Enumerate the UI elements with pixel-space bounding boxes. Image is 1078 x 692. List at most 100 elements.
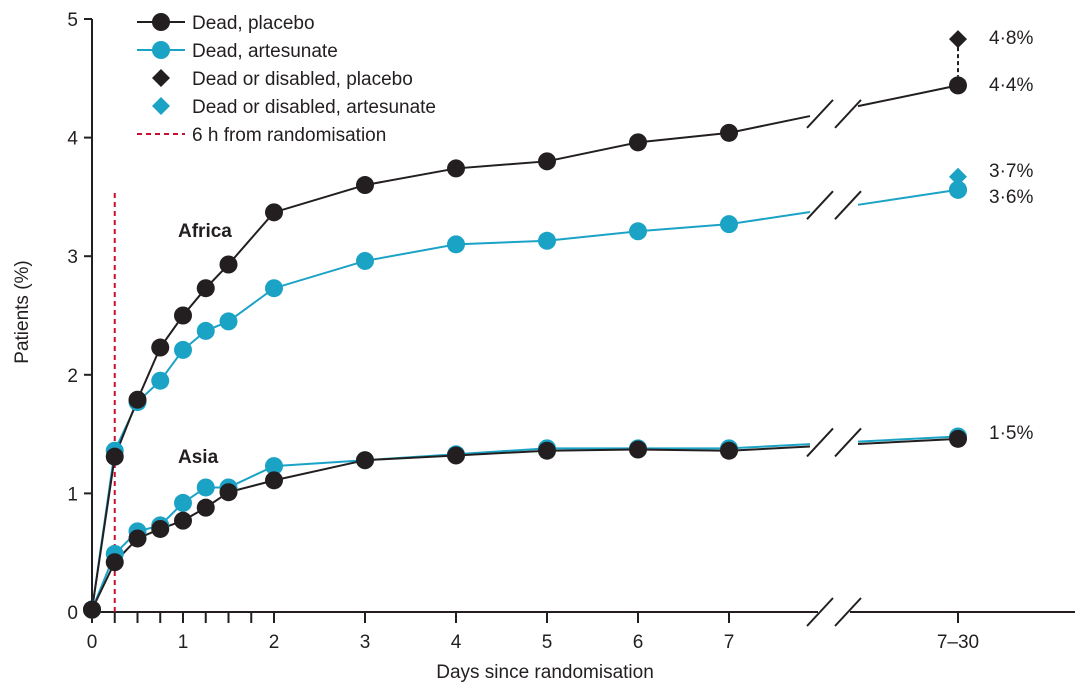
legend-label: Dead or disabled, artesunate: [192, 97, 436, 118]
axis-break-mark: [806, 190, 834, 220]
y-axis-title: Patients (%): [12, 260, 33, 363]
x-tick-label: 1: [178, 632, 189, 653]
data-point: [949, 429, 967, 448]
x-axis-title: Days since randomisation: [436, 662, 654, 683]
series-line: [857, 188, 959, 206]
axis-break-mark: [834, 99, 862, 129]
data-point: [219, 483, 238, 502]
data-point: [219, 255, 238, 274]
series-line: [857, 437, 959, 446]
data-point: [265, 203, 283, 222]
x-tick-label: 6: [633, 632, 644, 653]
data-point: [105, 553, 124, 572]
data-point: [219, 312, 238, 331]
series-group: [83, 30, 967, 619]
end-value-label: 1·5%: [989, 423, 1033, 444]
x-tick-label: 0: [87, 632, 98, 653]
data-point: [174, 511, 192, 530]
data-point: [105, 447, 124, 466]
data-point: [174, 340, 192, 359]
data-point: [128, 390, 147, 409]
axis-break-mark: [834, 190, 862, 220]
y-tick-label: 3: [67, 247, 78, 268]
y-tick-label: 5: [67, 10, 78, 31]
data-point: [720, 123, 738, 142]
series-line: [728, 211, 811, 226]
data-point: [538, 441, 556, 460]
y-tick-label: 2: [67, 366, 78, 387]
legend-marker: [152, 13, 170, 31]
region-label: Africa: [178, 221, 232, 242]
x-tick-label: 5: [542, 632, 553, 653]
data-point: [629, 222, 647, 241]
legend-label: Dead, artesunate: [192, 41, 338, 62]
series-line: [91, 448, 730, 611]
legend-marker: [152, 69, 170, 87]
x-tick-label: 7: [724, 632, 735, 653]
legend-label: Dead, placebo: [192, 13, 315, 34]
data-point: [265, 279, 283, 298]
legend-label: 6 h from randomisation: [192, 125, 386, 146]
legend-label: Dead or disabled, placebo: [192, 69, 413, 90]
data-point: [356, 251, 374, 270]
labels-group: Africa Asia 4·8% 4·4% 3·7% 3·6% 1·5%: [178, 28, 1033, 468]
data-point: [447, 446, 465, 465]
data-point: [720, 441, 738, 460]
legend: Dead, placebo Dead, artesunate Dead or dis…: [137, 13, 436, 146]
end-value-label: 3·7%: [989, 161, 1033, 182]
axis-break-mark: [834, 427, 862, 458]
data-point: [447, 159, 465, 178]
axis-break-mark: [834, 597, 862, 627]
end-value-label: 3·6%: [989, 187, 1033, 208]
end-value-label: 4·4%: [989, 75, 1033, 96]
series-line: [91, 223, 730, 610]
data-point: [720, 215, 738, 234]
axis-break-mark: [806, 99, 834, 129]
end-value-label: 4·8%: [989, 28, 1033, 49]
region-label: Asia: [178, 447, 219, 468]
series-line: [728, 443, 811, 450]
data-point: [151, 338, 170, 357]
x-tick-label: 7–30: [937, 632, 979, 653]
data-point: [629, 440, 647, 459]
data-point: [949, 180, 967, 199]
y-tick-label: 4: [67, 129, 78, 150]
data-point: [447, 235, 465, 254]
series-line: [728, 115, 811, 134]
data-point: [538, 231, 556, 250]
y-tick-label: 1: [67, 484, 78, 505]
data-point: [174, 493, 192, 512]
data-point: [538, 152, 556, 171]
series-line: [857, 435, 959, 443]
axis-break-mark: [806, 597, 834, 627]
series-line: [728, 445, 811, 452]
series-line: [91, 131, 730, 610]
data-point: [128, 529, 147, 548]
disabled-point: [949, 30, 967, 49]
series-line: [857, 84, 959, 108]
data-point: [151, 371, 170, 390]
data-point: [356, 451, 374, 470]
x-tick-label: 3: [360, 632, 371, 653]
axis-break-mark: [806, 427, 834, 458]
legend-marker: [152, 41, 170, 59]
data-point: [174, 306, 192, 325]
series-line: [91, 447, 729, 611]
axes: 0 1 2 3 4 5 0 1 2 3 4 5 6 7 7–30: [67, 10, 1075, 653]
axis-breaks: [806, 99, 862, 627]
data-point: [196, 478, 215, 497]
data-point: [151, 519, 170, 538]
x-tick-label: 4: [451, 632, 462, 653]
data-point: [265, 471, 283, 490]
disabled-point: [949, 167, 967, 186]
data-point: [356, 176, 374, 195]
data-point: [629, 133, 647, 152]
x-tick-label: 2: [269, 632, 280, 653]
data-point: [265, 457, 283, 476]
data-point: [196, 498, 215, 517]
data-point: [196, 279, 215, 298]
data-point: [949, 76, 967, 95]
legend-marker: [152, 97, 170, 115]
y-tick-label: 0: [67, 603, 78, 624]
